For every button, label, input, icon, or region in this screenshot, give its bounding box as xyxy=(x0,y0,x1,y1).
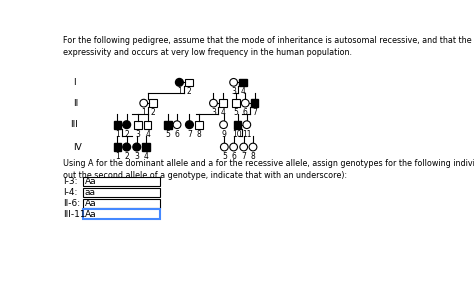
Circle shape xyxy=(240,143,247,151)
Bar xyxy=(195,121,202,129)
Circle shape xyxy=(175,78,183,86)
Bar xyxy=(149,99,157,107)
Text: 10: 10 xyxy=(233,130,242,139)
Text: 1: 1 xyxy=(177,87,182,96)
Text: 1: 1 xyxy=(115,152,120,161)
Text: Using A for the dominant allele and a for the recessive allele, assign genotypes: Using A for the dominant allele and a fo… xyxy=(63,159,474,180)
Circle shape xyxy=(230,78,237,86)
Bar xyxy=(185,78,192,86)
Text: I: I xyxy=(73,78,76,87)
Circle shape xyxy=(230,143,237,151)
Text: II: II xyxy=(73,99,79,108)
Text: II-6:: II-6: xyxy=(63,199,80,208)
Circle shape xyxy=(210,99,218,107)
Text: III: III xyxy=(70,120,78,129)
Text: 6: 6 xyxy=(231,152,236,161)
Text: 3: 3 xyxy=(134,152,139,161)
Circle shape xyxy=(173,121,181,129)
Circle shape xyxy=(241,99,249,107)
Text: III-11: III-11 xyxy=(63,210,86,219)
Text: 3: 3 xyxy=(231,87,236,96)
Text: 7: 7 xyxy=(241,152,246,161)
Text: 1: 1 xyxy=(141,108,146,117)
Text: 2: 2 xyxy=(186,87,191,96)
Bar xyxy=(234,121,241,129)
Text: Aa: Aa xyxy=(85,199,96,208)
Bar xyxy=(82,199,160,208)
Circle shape xyxy=(220,143,228,151)
Text: 2: 2 xyxy=(124,152,129,161)
Text: 5: 5 xyxy=(234,108,238,117)
Bar xyxy=(142,143,150,151)
Text: 1: 1 xyxy=(115,130,120,139)
Text: Aa: Aa xyxy=(85,210,96,219)
Text: I-4:: I-4: xyxy=(63,188,78,197)
Bar xyxy=(239,78,247,86)
Text: 6: 6 xyxy=(174,130,180,139)
Text: 2: 2 xyxy=(124,130,129,139)
Text: Aa: Aa xyxy=(85,177,96,186)
Text: For the following pedigree, assume that the mode of inheritance is autosomal rec: For the following pedigree, assume that … xyxy=(63,36,474,57)
Text: 5: 5 xyxy=(222,152,227,161)
Text: 3: 3 xyxy=(211,108,216,117)
Text: 6: 6 xyxy=(243,108,248,117)
Text: 11: 11 xyxy=(242,130,252,139)
Text: 4: 4 xyxy=(144,152,148,161)
Circle shape xyxy=(249,143,257,151)
Circle shape xyxy=(123,143,130,151)
Circle shape xyxy=(140,99,147,107)
Bar xyxy=(113,121,121,129)
Text: 4: 4 xyxy=(145,130,150,139)
Text: 9: 9 xyxy=(221,130,226,139)
Bar xyxy=(82,188,160,197)
Text: I-3:: I-3: xyxy=(63,177,78,186)
Text: 7: 7 xyxy=(187,130,192,139)
Bar xyxy=(113,143,121,151)
Bar xyxy=(232,99,240,107)
Text: 5: 5 xyxy=(165,130,170,139)
Text: aa: aa xyxy=(85,188,96,197)
Text: 3: 3 xyxy=(136,130,141,139)
Bar xyxy=(219,99,227,107)
Bar xyxy=(144,121,152,129)
Circle shape xyxy=(243,121,251,129)
Bar xyxy=(251,99,258,107)
Bar xyxy=(82,210,160,219)
Circle shape xyxy=(123,121,130,129)
Text: IV: IV xyxy=(73,142,82,151)
Circle shape xyxy=(219,121,228,129)
Text: 8: 8 xyxy=(196,130,201,139)
Circle shape xyxy=(186,121,193,129)
Text: 7: 7 xyxy=(252,108,257,117)
Text: 4: 4 xyxy=(240,87,246,96)
Text: 4: 4 xyxy=(220,108,225,117)
Circle shape xyxy=(133,143,141,151)
Bar xyxy=(82,177,160,186)
Text: 8: 8 xyxy=(251,152,255,161)
Bar xyxy=(135,121,142,129)
Text: 2: 2 xyxy=(151,108,155,117)
Bar xyxy=(164,121,172,129)
